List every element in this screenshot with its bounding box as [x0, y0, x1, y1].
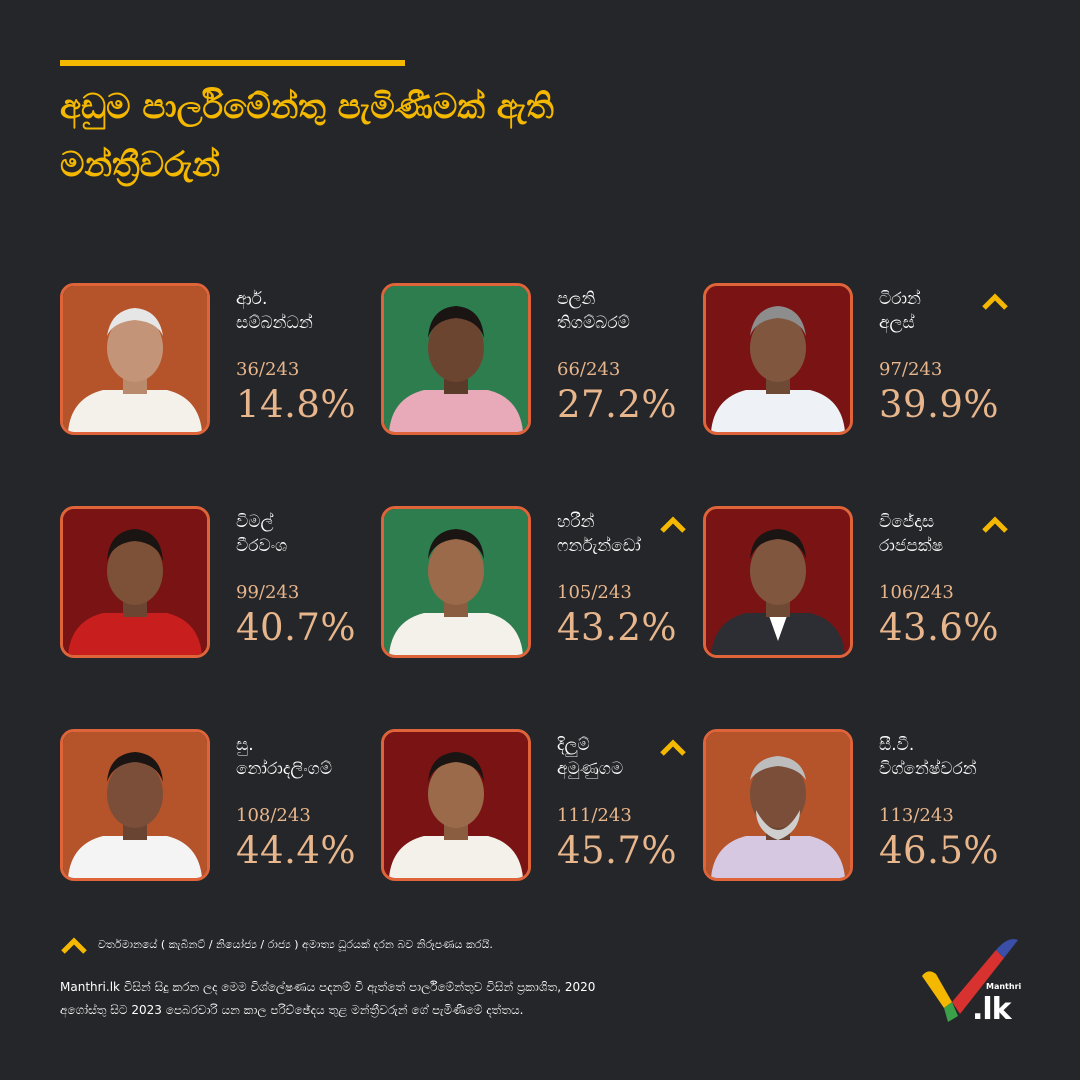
logo-suffix: .lk: [972, 992, 1012, 1027]
attendance-count: 36/243: [236, 359, 300, 380]
member-name-line1: ටිරාන්: [879, 289, 921, 309]
attendance-percent: 46.5%: [879, 829, 1000, 872]
member-photo: [60, 283, 210, 435]
logo-brand: Manthri: [986, 982, 1022, 991]
chevron-up-icon: [660, 516, 686, 533]
attendance-count: 113/243: [879, 805, 954, 826]
member-name: දිලුම් අමුණුගම: [557, 733, 707, 781]
member-name-line2: නෝරාදලිංගම්: [236, 759, 333, 779]
attendance-count: 99/243: [236, 582, 300, 603]
member-name-line2: තිගම්බරම්: [557, 313, 630, 333]
title-accent-rule: [60, 60, 405, 66]
member-name: ආර්. සම්බන්ධන්: [236, 287, 386, 335]
manthri-logo-icon: [922, 939, 1018, 1022]
portrait-image: [384, 509, 528, 655]
member-photo: [703, 506, 853, 658]
attendance-percent: 40.7%: [236, 606, 357, 649]
portrait-image: [63, 732, 207, 878]
member-name-line2: අලස්: [879, 313, 915, 333]
member-photo: [703, 283, 853, 435]
attendance-count: 105/243: [557, 582, 632, 603]
chevron-up-icon: [982, 293, 1008, 310]
member-name-line2: වීරවංශ: [236, 536, 288, 556]
attendance-percent: 39.9%: [879, 383, 1000, 426]
member-name-line2: අමුණුගම: [557, 759, 624, 779]
chevron-up-icon: [982, 516, 1008, 533]
source-footnote: Manthri.lk විසින් සිදු කරන ලද මෙම විශ්ලේ…: [60, 976, 680, 1022]
attendance-percent: 27.2%: [557, 383, 678, 426]
member-card: ටිරාන් අලස් 97/243 39.9%: [703, 283, 1023, 443]
attendance-count: 111/243: [557, 805, 632, 826]
portrait-image: [384, 732, 528, 878]
member-photo: [381, 283, 531, 435]
page-title-line2: මන්ත්‍රීවරුන්: [60, 145, 221, 185]
member-photo: [60, 506, 210, 658]
member-name: පලනි තිගම්බරම්: [557, 287, 707, 335]
member-photo: [60, 729, 210, 881]
attendance-count: 66/243: [557, 359, 621, 380]
member-photo: [381, 729, 531, 881]
footnote-line1: Manthri.lk විසින් සිදු කරන ලද මෙම විශ්ලේ…: [60, 980, 596, 994]
legend-text: වර්තමානයේ ( කැබිනට් / නියෝජ්‍ය / රාජ්‍ය …: [98, 938, 493, 951]
page-title-line1: අඩුම පාර්ලිමේන්තු පැමිණීමක් ඇති: [60, 87, 554, 127]
member-photo: [703, 729, 853, 881]
member-name-line1: දිලුම්: [557, 735, 590, 755]
member-name-line1: පලනි: [557, 289, 596, 309]
attendance-percent: 45.7%: [557, 829, 678, 872]
member-card: සු. නෝරාදලිංගම් 108/243 44.4%: [60, 729, 380, 889]
member-card: ආර්. සම්බන්ධන් 36/243 14.8%: [60, 283, 380, 443]
member-card: විජේදාස රාජපක්ෂ 106/243 43.6%: [703, 506, 1023, 666]
member-name-line1: ආර්.: [236, 289, 268, 309]
attendance-count: 108/243: [236, 805, 311, 826]
portrait-image: [63, 509, 207, 655]
attendance-percent: 43.2%: [557, 606, 678, 649]
legend: වර්තමානයේ ( කැබිනට් / නියෝජ්‍ය / රාජ්‍ය …: [60, 934, 760, 958]
attendance-count: 106/243: [879, 582, 954, 603]
member-card: හරීන් ෆර්නැන්ඩෝ 105/243 43.2%: [381, 506, 701, 666]
portrait-image: [706, 509, 850, 655]
member-name-line2: රාජපක්ෂ: [879, 536, 944, 556]
member-name-line2: සම්බන්ධන්: [236, 313, 313, 333]
page-title: අඩුම පාර්ලිමේන්තු පැමිණීමක් ඇති මන්ත්‍රී…: [60, 78, 820, 194]
member-name-line1: සු.: [236, 735, 254, 755]
member-card: සී.වී. විග්නේෂ්වරන් 113/243 46.5%: [703, 729, 1023, 889]
portrait-image: [706, 286, 850, 432]
member-card: විමල් වීරවංශ 99/243 40.7%: [60, 506, 380, 666]
attendance-count: 97/243: [879, 359, 943, 380]
portrait-image: [63, 286, 207, 432]
attendance-percent: 14.8%: [236, 383, 357, 426]
member-name: සු. නෝරාදලිංගම්: [236, 733, 386, 781]
member-photo: [381, 506, 531, 658]
member-name-line1: සී.වී.: [879, 735, 915, 755]
member-card: පලනි තිගම්බරම් 66/243 27.2%: [381, 283, 701, 443]
portrait-image: [706, 732, 850, 878]
member-name-line2: ෆර්නැන්ඩෝ: [557, 536, 641, 556]
portrait-image: [384, 286, 528, 432]
member-name-line1: විජේදාස: [879, 512, 935, 532]
member-card: දිලුම් අමුණුගම 111/243 45.7%: [381, 729, 701, 889]
member-name: විමල් වීරවංශ: [236, 510, 386, 558]
footnote-line2: අගෝස්තු සිට 2023 පෙබරවාරි යන කාල පරිච්ඡේ…: [60, 1003, 524, 1017]
chevron-up-icon: [660, 739, 686, 756]
member-name: සී.වී. විග්නේෂ්වරන්: [879, 733, 1029, 781]
member-name: ටිරාන් අලස්: [879, 287, 1029, 335]
chevron-up-icon: [61, 937, 87, 954]
member-name-line1: හරීන්: [557, 512, 595, 532]
member-name-line1: විමල්: [236, 512, 274, 532]
attendance-percent: 44.4%: [236, 829, 357, 872]
member-name-line2: විග්නේෂ්වරන්: [879, 759, 977, 779]
member-name: විජේදාස රාජපක්ෂ: [879, 510, 1029, 558]
member-name: හරීන් ෆර්නැන්ඩෝ: [557, 510, 707, 558]
attendance-percent: 43.6%: [879, 606, 1000, 649]
